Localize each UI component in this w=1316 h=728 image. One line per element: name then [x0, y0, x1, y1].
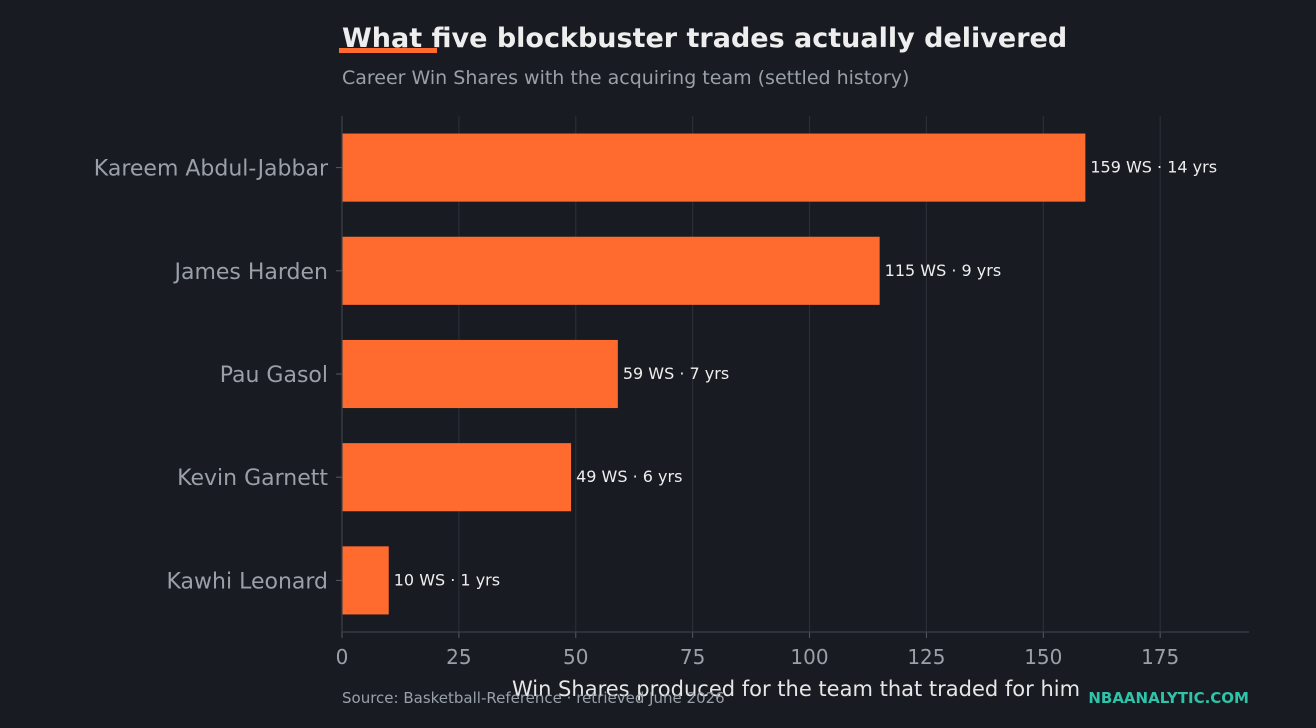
category-label: Kevin Garnett [177, 466, 328, 491]
chart-subtitle: Career Win Shares with the acquiring tea… [342, 67, 909, 89]
x-tick-label: 0 [336, 645, 349, 669]
x-tick-label: 50 [563, 645, 588, 669]
bar-value-label: 159 WS · 14 yrs [1090, 158, 1217, 177]
bar [342, 339, 618, 409]
category-label: James Harden [172, 260, 328, 285]
x-tick-label: 25 [446, 645, 471, 669]
category-label: Kawhi Leonard [167, 569, 328, 594]
labels: 0 25 50 75 100 125 150 175 Kareem Abdul-Jabbar 15… [94, 157, 1217, 669]
brand-mark: NBAANALYTIC.COM [1088, 689, 1249, 707]
chart-title: What five blockbuster trades actually de… [342, 23, 1067, 54]
x-axis-label: Win Shares produced for the team that tr… [512, 677, 1080, 701]
bar [342, 133, 1086, 202]
x-tick-label: 150 [1024, 645, 1062, 669]
bar-value-label: 10 WS · 1 yrs [394, 570, 500, 589]
x-tick-label: 175 [1141, 645, 1179, 669]
bar-value-label: 49 WS · 6 yrs [576, 467, 682, 486]
bar [342, 546, 389, 615]
bar [342, 236, 880, 305]
source-note: Source: Basketball-Reference · retrieved… [342, 689, 725, 707]
x-tick-label: 125 [907, 645, 945, 669]
category-label: Kareem Abdul-Jabbar [94, 157, 329, 182]
axes [336, 116, 1249, 638]
title-accent-underline [339, 48, 437, 53]
category-label: Pau Gasol [220, 363, 328, 388]
bar [342, 443, 572, 512]
x-tick-label: 100 [790, 645, 828, 669]
bar-value-label: 59 WS · 7 yrs [623, 364, 729, 383]
bar-value-label: 115 WS · 9 yrs [885, 261, 1002, 280]
x-tick-label: 75 [680, 645, 705, 669]
bars [342, 133, 1086, 615]
